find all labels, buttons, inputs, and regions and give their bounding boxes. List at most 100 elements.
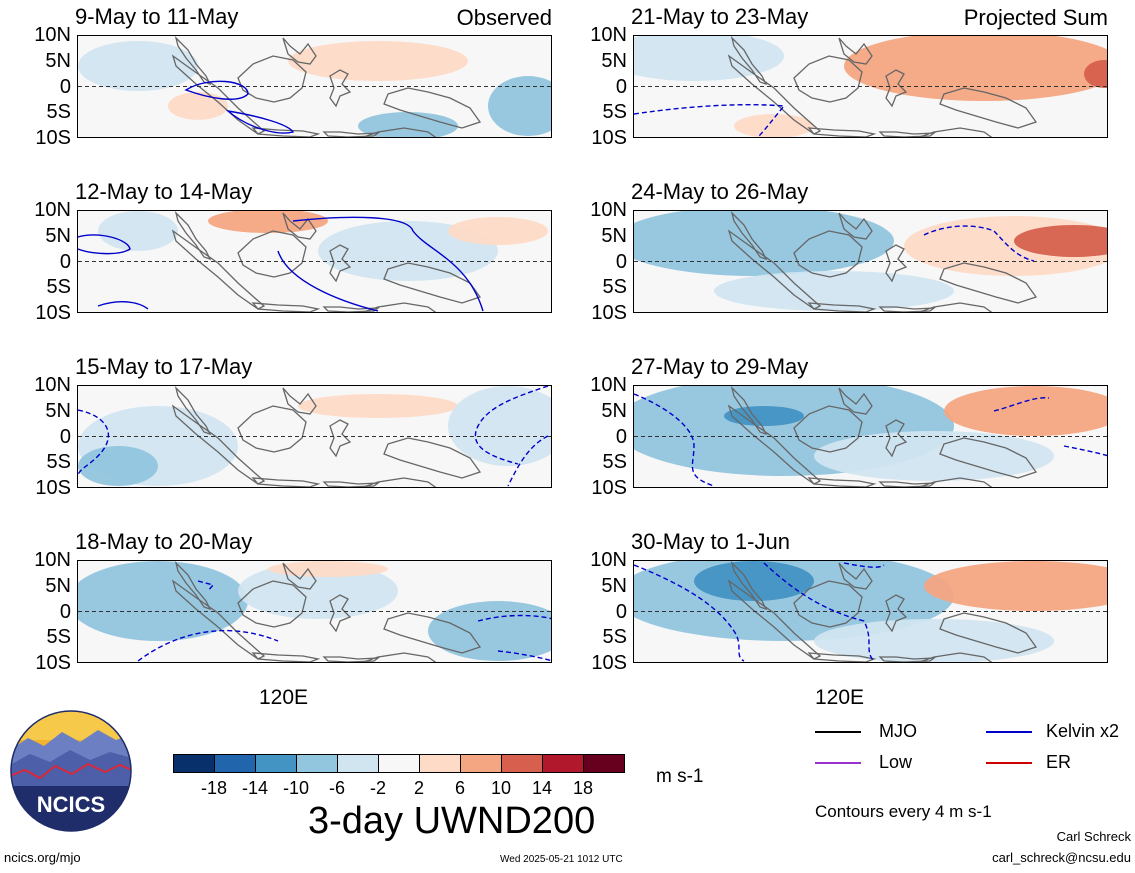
anomaly-region (78, 561, 248, 641)
coastline (727, 54, 822, 135)
lat-label: 10S (591, 302, 627, 324)
coastline (878, 481, 937, 487)
lat-label: 10S (591, 477, 627, 499)
colorbar-tick: -10 (282, 778, 309, 798)
colorbar-tick: 10 (490, 778, 512, 798)
lat-label: 10N (590, 374, 627, 396)
lat-label: 0 (59, 250, 71, 273)
coastline (939, 87, 1038, 129)
colorbar-swatch (337, 754, 379, 773)
panel-title: 15-May to 17-May (75, 354, 253, 379)
coastline (237, 580, 307, 628)
coastline (838, 37, 873, 65)
lat-label: 0 (59, 75, 71, 98)
coastline (793, 230, 863, 278)
coastline (329, 69, 352, 108)
lat-label: 0 (59, 600, 71, 623)
coastline (917, 127, 993, 137)
coastline (727, 579, 822, 660)
anomaly-region (814, 619, 1054, 662)
colorbar-tick: -6 (328, 778, 345, 798)
coastline (917, 302, 993, 312)
coastline (282, 387, 317, 415)
lat-label: 10S (35, 477, 71, 499)
anomaly-region (98, 211, 178, 251)
kelvin-contour (634, 393, 715, 487)
colorbar-tick: 18 (572, 778, 594, 798)
colorbar-swatch (173, 754, 215, 773)
coastline (282, 37, 317, 65)
lat-label: 5S (46, 626, 71, 649)
coastline (174, 561, 212, 611)
anomaly-region (714, 271, 954, 311)
lat-label: 10N (590, 199, 627, 221)
coastline (322, 481, 381, 487)
coastline (793, 405, 863, 453)
anomaly-region (1084, 60, 1107, 88)
coastline (838, 212, 873, 240)
colorbar-swatch (460, 754, 502, 773)
panel-title: 12-May to 14-May (75, 179, 253, 204)
lat-label: 10N (34, 549, 71, 571)
anomaly-region (634, 211, 894, 276)
lat-label: 10S (35, 127, 71, 149)
coastline (361, 652, 437, 662)
coastline (730, 386, 768, 436)
coastline (329, 419, 352, 458)
anomaly-region (924, 561, 1107, 611)
anomaly-region (78, 446, 158, 486)
lat-label: 5N (45, 574, 71, 597)
lat-label: 5N (601, 49, 627, 72)
kelvin-contour (993, 397, 1050, 412)
coastline (838, 387, 873, 415)
coastline (807, 477, 877, 487)
panel-title: 18-May to 20-May (75, 529, 253, 554)
coastline (251, 477, 321, 487)
coastline (322, 131, 381, 137)
anomaly-region (634, 36, 784, 81)
kelvin-contour (477, 614, 551, 622)
coastline (885, 244, 908, 283)
coastline (237, 55, 307, 103)
colorbar-tick: -2 (369, 778, 386, 798)
anomaly-region (288, 41, 468, 81)
anomaly-region (78, 41, 198, 91)
lon-label-left: 120E (259, 686, 309, 709)
anomaly-region (488, 76, 551, 136)
lon-label-right: 120E (815, 686, 865, 709)
kelvin-contour (197, 580, 215, 592)
coastline (885, 419, 908, 458)
map-panel (77, 35, 552, 138)
legend-label-mjo: MJO (879, 721, 917, 741)
kelvin-contour (292, 216, 484, 312)
colorbar-units: m s-1 (656, 766, 704, 787)
footer-email: carl_schreck@ncsu.edu (992, 850, 1131, 865)
lat-label: 5S (602, 451, 627, 474)
map-panel (77, 210, 552, 313)
lat-label: 5S (46, 276, 71, 299)
map-panel (77, 560, 552, 663)
coastline (878, 306, 937, 312)
coastline (171, 54, 266, 135)
coastline (171, 404, 266, 485)
coastline (383, 262, 482, 304)
contour-note: Contours every 4 m s-1 (815, 802, 992, 821)
anomaly-region (694, 561, 814, 601)
kelvin-contour (137, 629, 279, 662)
lat-label: 5N (45, 224, 71, 247)
coastline (793, 55, 863, 103)
legend-line-er (986, 762, 1032, 764)
kelvin-contour (184, 80, 249, 100)
lat-label: 5S (46, 451, 71, 474)
coastline (174, 211, 212, 261)
legend-label-kelvin: Kelvin x2 (1046, 721, 1120, 741)
colorbar-tick: 2 (413, 778, 424, 798)
colorbar-swatch (378, 754, 420, 773)
anomaly-region (814, 431, 1054, 481)
legend-line-low (815, 762, 861, 764)
lat-label: 5N (601, 224, 627, 247)
colorbar-swatch (214, 754, 256, 773)
colorbar-tick: -18 (200, 778, 227, 798)
panel-label: Observed (456, 5, 552, 30)
coastline (939, 612, 1038, 654)
